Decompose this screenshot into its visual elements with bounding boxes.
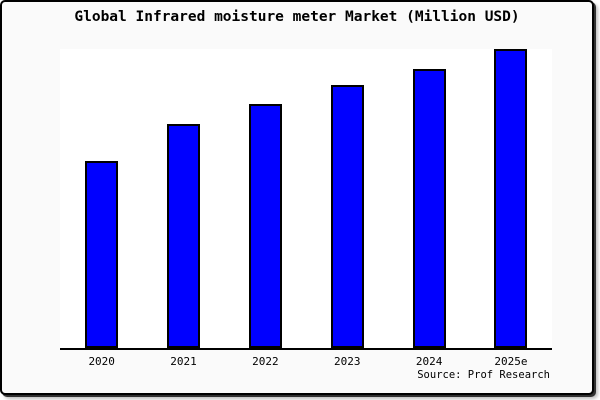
x-tick-label-2021: 2021 (170, 355, 197, 368)
chart-title: Global Infrared moisture meter Market (M… (74, 9, 520, 25)
x-tick-label-2022: 2022 (252, 355, 279, 368)
x-tick-label-2020: 2020 (88, 355, 115, 368)
bar-2021 (167, 124, 201, 348)
x-tick-label-2024: 2024 (415, 355, 443, 368)
x-tick-label-2025e: 2025e (494, 355, 528, 368)
bar-2020 (85, 161, 119, 348)
plot-area (60, 49, 552, 350)
chart-frame: Global Infrared moisture meter Market (M… (0, 0, 594, 395)
bar-2024 (412, 69, 446, 348)
bar-2022 (248, 104, 282, 348)
x-tick-label-2023: 2023 (334, 355, 361, 368)
bar-2023 (330, 85, 364, 348)
bar-2025e (494, 49, 528, 348)
x-axis-labels: 2020 2021 2022 2023 2024 2025e (60, 355, 552, 369)
source-credit: Source: Prof Research (417, 369, 550, 381)
